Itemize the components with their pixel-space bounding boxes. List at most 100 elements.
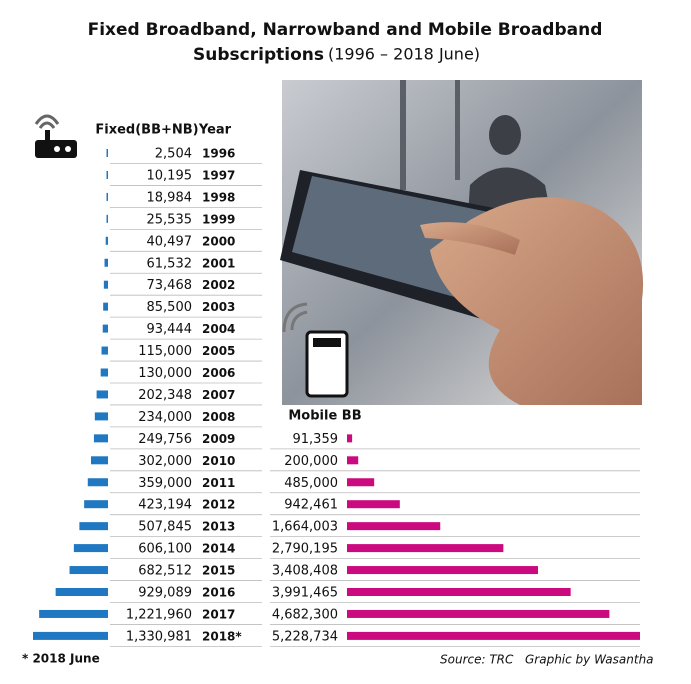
value-label: 91,359 — [293, 432, 339, 447]
value-label: 2,790,195 — [272, 542, 338, 557]
value-label: 682,512 — [138, 564, 192, 579]
bar — [106, 170, 108, 179]
category-label: 2015 — [202, 564, 235, 578]
category-label: 2017 — [202, 607, 235, 621]
category-label: 1996 — [202, 147, 235, 161]
bar — [104, 258, 108, 267]
value-label: 302,000 — [138, 454, 192, 469]
bar — [94, 412, 108, 421]
value-label: 359,000 — [138, 476, 192, 491]
value-label: 249,756 — [138, 432, 192, 447]
value-label: 61,532 — [147, 256, 193, 271]
value-label: 85,500 — [147, 300, 193, 315]
bar — [347, 522, 441, 531]
value-label: 40,497 — [147, 234, 193, 249]
category-label: 2002 — [202, 278, 235, 292]
category-label: 2006 — [202, 366, 235, 380]
category-label: 1998 — [202, 190, 235, 204]
bar — [84, 500, 108, 509]
category-label: 2003 — [202, 300, 235, 314]
series-header: Fixed(BB+NB) — [95, 123, 198, 138]
phone-icon — [282, 302, 349, 398]
bar — [106, 149, 108, 157]
bar — [103, 280, 108, 289]
category-label: 2007 — [202, 388, 235, 402]
bar — [105, 236, 108, 245]
value-label: 130,000 — [138, 366, 192, 381]
bar — [87, 478, 108, 487]
bar — [347, 500, 400, 509]
category-label: 1997 — [202, 168, 235, 182]
bar — [90, 456, 108, 465]
chart-title: Fixed Broadband, Narrowband and Mobile B… — [88, 20, 603, 40]
bar — [347, 566, 538, 575]
category-label: 2012 — [202, 498, 235, 512]
bar — [100, 368, 108, 377]
category-label: 2010 — [202, 454, 235, 468]
bar — [55, 588, 108, 596]
bar — [347, 456, 359, 465]
category-label: 1999 — [202, 212, 235, 226]
chart-subtitle: (1996 – 2018 June) — [328, 45, 480, 64]
value-label: 200,000 — [284, 454, 338, 469]
footnote: * 2018 June — [22, 652, 100, 666]
value-label: 929,089 — [138, 586, 192, 601]
bar — [347, 631, 640, 640]
bar — [79, 522, 108, 531]
bar — [93, 434, 108, 443]
category-label: 2004 — [202, 322, 235, 336]
value-label: 606,100 — [138, 542, 192, 557]
value-label: 115,000 — [138, 344, 192, 359]
category-header: Year — [198, 123, 232, 138]
bar — [73, 544, 108, 553]
bar — [39, 609, 109, 618]
bar — [69, 566, 108, 575]
value-label: 3,991,465 — [272, 586, 338, 601]
value-label: 93,444 — [147, 322, 193, 337]
category-label: 2000 — [202, 234, 235, 248]
bar — [347, 588, 571, 596]
value-label: 5,228,734 — [272, 629, 338, 644]
value-label: 234,000 — [138, 410, 192, 425]
bar — [347, 544, 504, 553]
bar — [102, 324, 108, 333]
category-label: 2001 — [202, 256, 235, 270]
value-label: 202,348 — [138, 388, 192, 403]
category-label: 2018* — [202, 629, 242, 643]
value-label: 1,664,003 — [272, 520, 338, 535]
chart-title: Subscriptions — [193, 45, 324, 65]
bar — [106, 192, 108, 201]
value-label: 1,330,981 — [126, 629, 192, 644]
router-icon — [34, 114, 77, 158]
category-label: 2013 — [202, 520, 235, 534]
category-label: 2016 — [202, 586, 235, 600]
bar — [96, 390, 108, 399]
category-label: 2009 — [202, 432, 235, 446]
bar — [103, 302, 108, 311]
category-label: 2011 — [202, 476, 235, 490]
bar — [347, 609, 610, 618]
value-label: 73,468 — [147, 278, 193, 293]
value-label: 25,535 — [147, 212, 193, 227]
series-header: Mobile BB — [288, 409, 361, 424]
value-label: 18,984 — [147, 190, 193, 205]
bar — [33, 631, 108, 640]
value-label: 2,504 — [155, 147, 192, 162]
bar — [347, 434, 353, 443]
bar — [101, 346, 108, 355]
credit: Graphic by Wasantha — [525, 653, 654, 667]
value-label: 1,221,960 — [126, 607, 192, 622]
category-label: 2008 — [202, 410, 235, 424]
value-label: 507,845 — [138, 520, 192, 535]
category-label: 2014 — [202, 542, 235, 556]
category-label: 2005 — [202, 344, 235, 358]
value-label: 4,682,300 — [272, 607, 338, 622]
value-label: 485,000 — [284, 476, 338, 491]
bar — [106, 214, 108, 223]
value-label: 3,408,408 — [272, 564, 338, 579]
bar — [347, 478, 375, 487]
value-label: 942,461 — [284, 498, 338, 513]
value-label: 10,195 — [147, 168, 193, 183]
